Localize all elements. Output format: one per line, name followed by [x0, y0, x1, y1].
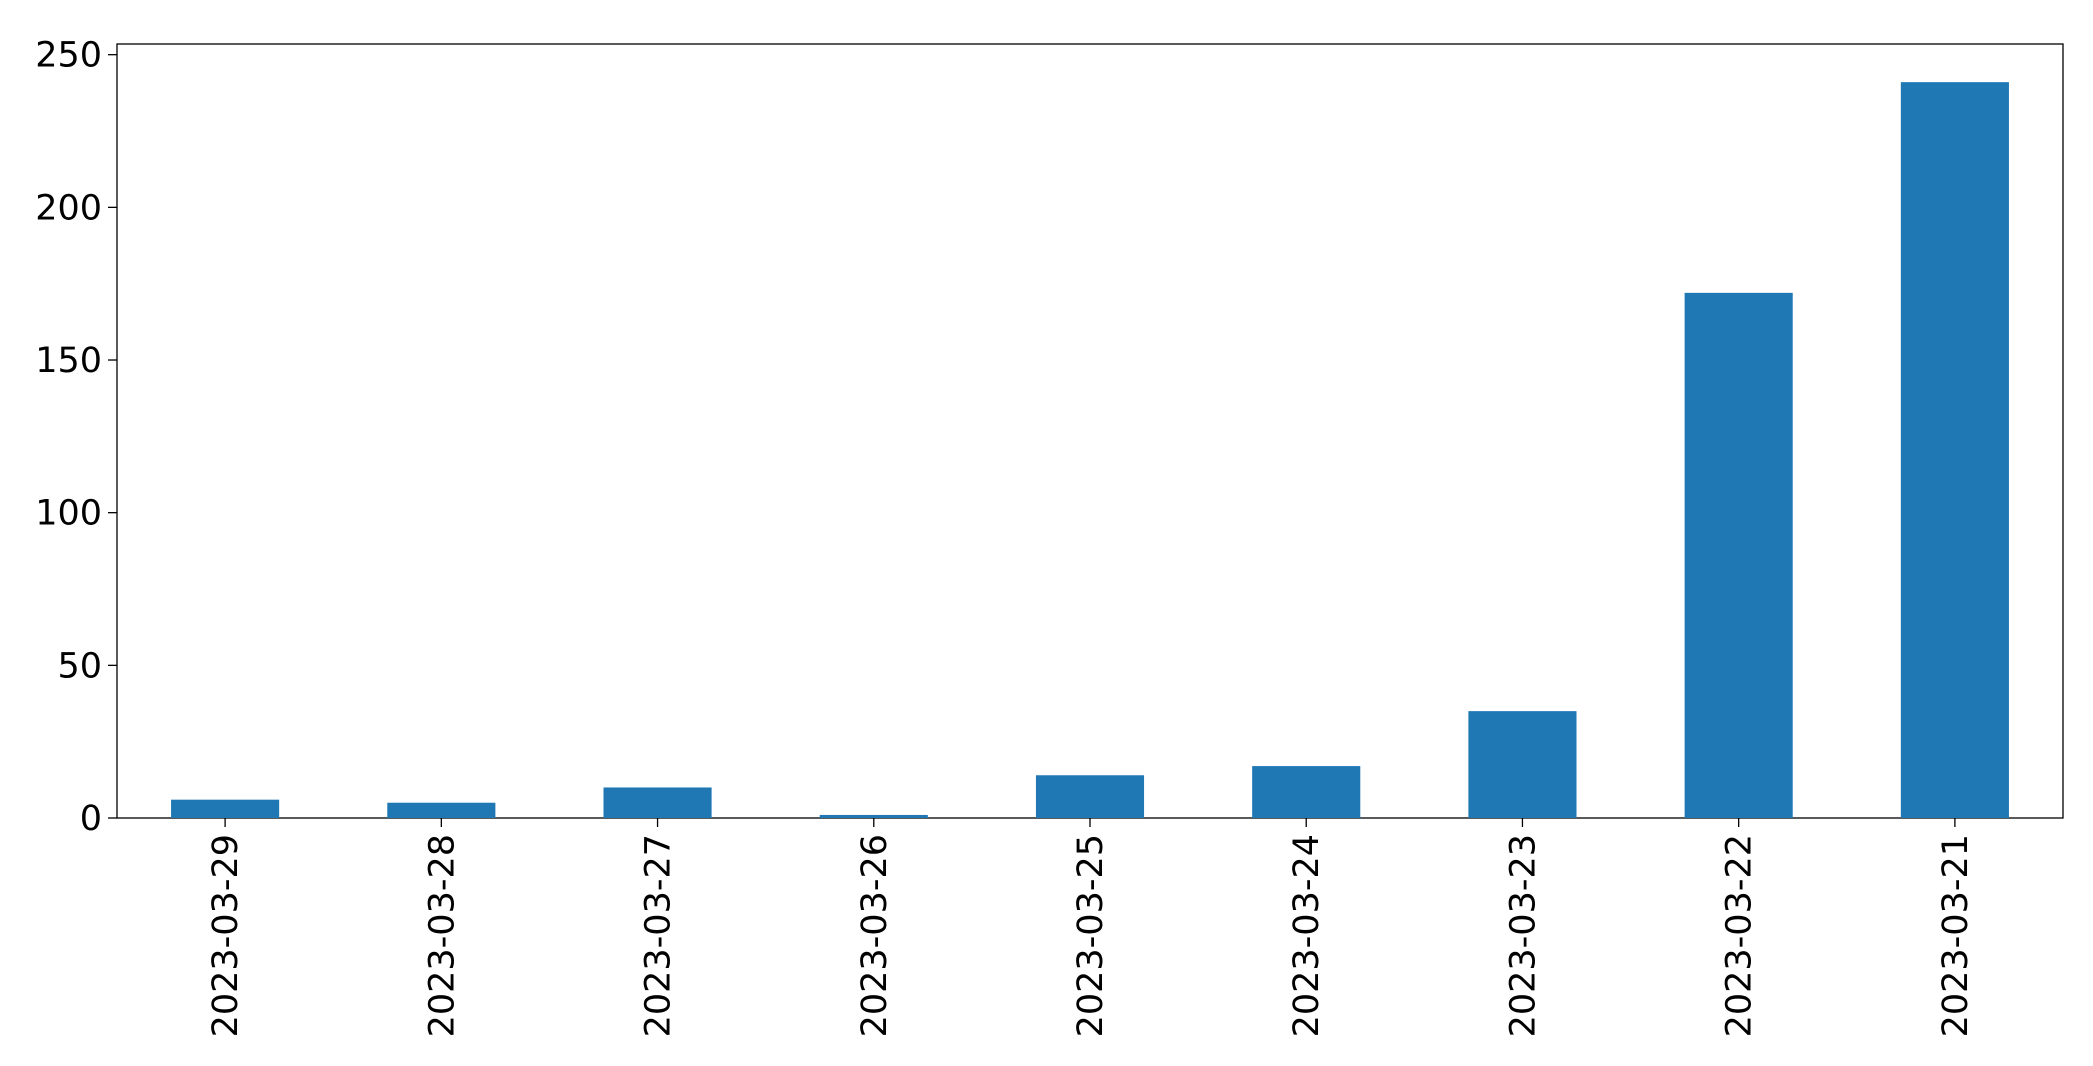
bar	[1684, 292, 1793, 819]
y-tick-label: 100	[35, 494, 102, 534]
bar	[1900, 82, 2009, 819]
x-tick-label: 2023-03-27	[639, 834, 679, 1037]
y-tick-label: 250	[35, 36, 102, 76]
bar	[1468, 711, 1577, 818]
bar	[819, 814, 928, 818]
x-tick-label: 2023-03-23	[1503, 834, 1543, 1037]
x-tick-label: 2023-03-24	[1287, 834, 1327, 1037]
y-tick-label: 50	[57, 646, 102, 686]
y-tick-label: 200	[35, 188, 102, 228]
y-tick-label: 0	[80, 799, 102, 839]
x-tick-label: 2023-03-25	[1071, 834, 1111, 1037]
x-tick-label: 2023-03-26	[855, 834, 895, 1037]
bar	[171, 799, 280, 818]
y-tick-label: 150	[35, 341, 102, 381]
x-tick-label: 2023-03-29	[206, 834, 246, 1037]
bar	[1035, 775, 1145, 818]
bar	[603, 787, 712, 818]
bar	[1252, 766, 1361, 818]
x-tick-label: 2023-03-22	[1720, 834, 1760, 1037]
x-tick-label: 2023-03-28	[422, 834, 462, 1037]
x-tick-label: 2023-03-21	[1936, 834, 1976, 1037]
bar	[387, 802, 496, 818]
